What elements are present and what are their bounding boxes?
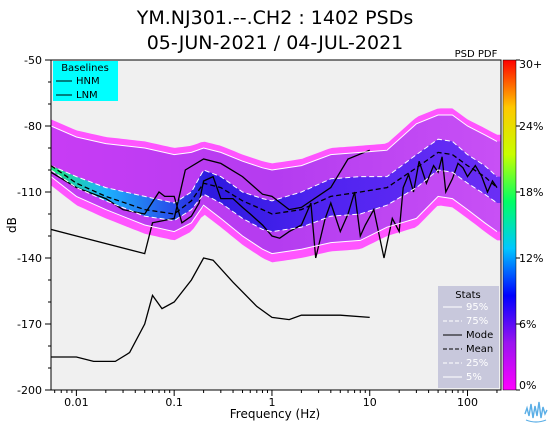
series-line-75pct (51, 138, 498, 204)
series-layer (51, 114, 498, 363)
stats-legend-box (438, 286, 499, 388)
x-tick-label: 0.1 (165, 396, 183, 409)
chart-title-line2: 05-JUN-2021 / 04-JUL-2021 (147, 32, 404, 54)
colorbar (502, 59, 517, 391)
legend-label-95: 95% (466, 302, 488, 313)
x-tick-label: 1 (268, 396, 275, 409)
colorbar-tick-label: 30+ (519, 58, 542, 71)
series-line-25pct (51, 169, 498, 233)
x-tick-label: 0.01 (64, 396, 89, 409)
x-tick-label: 10 (363, 396, 377, 409)
y-tick-label: -50 (24, 54, 42, 67)
y-tick-label: -80 (24, 120, 42, 133)
legend-label-25: 25% (466, 358, 488, 369)
series-line-5pct (51, 176, 498, 255)
legend-label-lnm: LNM (76, 90, 98, 101)
y-tick-label: -200 (17, 384, 42, 397)
y-tick-label: -170 (17, 318, 42, 331)
y-tick-label: -110 (17, 186, 42, 199)
series-line-mode (51, 156, 498, 259)
x-axis-label: Frequency (Hz) (230, 407, 321, 421)
colorbar-tick-label: 18% (519, 186, 543, 199)
x-tick-label: 100 (457, 396, 478, 409)
plot-frame (50, 59, 502, 391)
colorbar-ticks: 30+ 24% 18% 12% 6% 0% (516, 58, 543, 392)
colorbar-tick-label: 6% (519, 318, 536, 331)
legend-label-75: 75% (466, 316, 488, 327)
series-line-lnm (51, 257, 370, 363)
series-line-95pct (51, 114, 498, 171)
colorbar-title: PSD PDF (455, 49, 498, 60)
pdf-band-25-75 (51, 139, 501, 232)
colorbar-tick-label: 12% (519, 252, 543, 265)
legend-label-mode: Mode (466, 330, 493, 341)
chart-title-line1: YM.NJ301.--.CH2 : 1402 PSDs (136, 7, 413, 29)
y-axis: -50 -80 -110 -140 -170 -200 (17, 54, 51, 397)
baselines-legend: Baselines HNM LNM (53, 61, 118, 101)
colorbar-tick-label: 0% (519, 379, 536, 392)
y-axis-label: dB (5, 217, 19, 233)
x-axis: 0.01 0.1 1 10 100 (54, 390, 498, 409)
legend-label-mean: Mean (466, 344, 493, 355)
legend-label-hnm: HNM (76, 76, 100, 87)
colorbar-tick-label: 24% (519, 120, 543, 133)
stats-legend-title: Stats (455, 290, 481, 301)
legend-label-5: 5% (466, 372, 482, 383)
baselines-legend-title: Baselines (61, 63, 109, 74)
series-line-mean (51, 151, 498, 215)
station-logo-icon (523, 398, 549, 424)
y-tick-label: -140 (17, 252, 42, 265)
stats-legend: Stats 95% 75% Mode Mean 25% 5% (438, 286, 499, 388)
series-line-hnm (51, 149, 370, 255)
